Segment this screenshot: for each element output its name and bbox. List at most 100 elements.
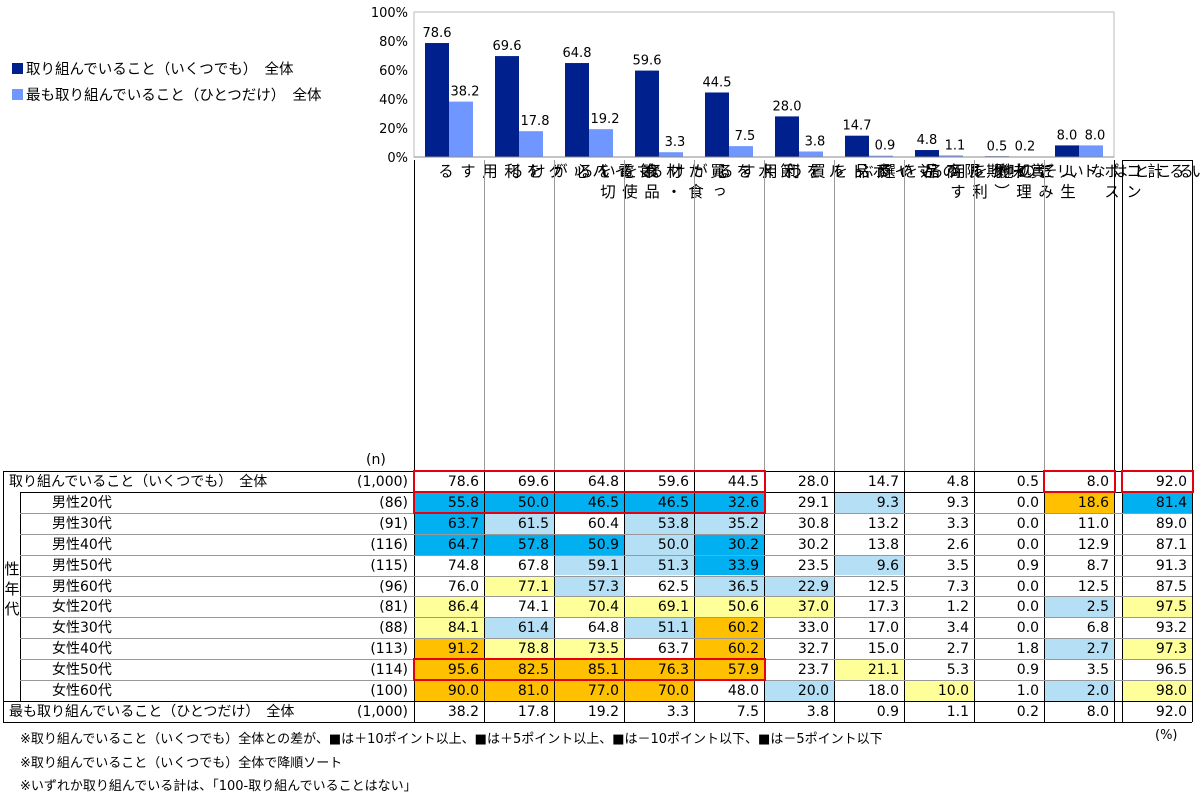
bar-value-label: 8.0 <box>1085 128 1106 143</box>
table-cell: 78.8 <box>485 639 554 660</box>
table-cell: 50.9 <box>555 534 624 555</box>
bar-value-label: 0.5 <box>987 139 1008 154</box>
highlight-box <box>1121 470 1194 493</box>
table-cell: 11.0 <box>1077 515 1109 532</box>
legend-swatch-most <box>12 88 23 100</box>
table-cell: 3.3 <box>666 703 689 720</box>
highlight-box <box>1043 470 1116 493</box>
table-cell: 57.3 <box>555 576 624 597</box>
table-cell: 62.5 <box>657 578 689 595</box>
header-divider <box>834 160 835 471</box>
row-border <box>414 533 1192 535</box>
row-border <box>414 512 1192 514</box>
table-cell: 23.7 <box>797 662 829 679</box>
bar-value-label: 69.6 <box>493 39 522 54</box>
table-cell: 30.2 <box>797 536 829 553</box>
table-cell: 29.1 <box>797 494 829 511</box>
row-label: 女性50代 <box>52 662 112 679</box>
bar-most <box>519 131 543 157</box>
table-cell: 53.8 <box>625 513 694 534</box>
row-label: 男性30代 <box>52 515 112 532</box>
table-cell: 6.8 <box>1086 620 1109 637</box>
bar-all <box>565 63 589 157</box>
table-cell: 9.3 <box>835 492 904 513</box>
row-border <box>20 533 414 535</box>
n-header: (n) <box>366 452 386 468</box>
table-cell: 0.9 <box>876 703 899 720</box>
table-cell: 12.5 <box>1077 578 1109 595</box>
column-header: マイバッグを利用する <box>436 163 652 184</box>
row-label: 男性20代 <box>52 494 112 511</box>
table-cell: 1.2 <box>946 599 969 616</box>
row-border <box>20 554 414 556</box>
bar-all <box>915 150 939 157</box>
bar-most <box>1079 145 1103 157</box>
table-cell: 7.5 <box>736 703 759 720</box>
table-cell: 3.8 <box>806 703 829 720</box>
table-cell: 50.6 <box>695 597 764 618</box>
table-cell: 90.0 <box>415 681 484 701</box>
bar-value-label: 28.0 <box>773 99 802 114</box>
row-n: (116) <box>370 536 408 553</box>
table-cell: 33.0 <box>797 620 829 637</box>
bar-value-label: 17.8 <box>521 114 550 129</box>
table-cell: 59.1 <box>555 555 624 576</box>
row-n: (113) <box>370 641 408 658</box>
row-label: 女性20代 <box>52 599 112 616</box>
row-label: 取り組んでいること（いくつでも） 全体 <box>9 474 268 490</box>
table-cell: 70.0 <box>625 681 694 701</box>
table-cell: 51.3 <box>625 555 694 576</box>
table-cell: 1.0 <box>1016 683 1039 699</box>
table-cell: 14.7 <box>867 474 899 490</box>
table-cell: 0.5 <box>1016 474 1039 490</box>
table-bottom-border <box>3 721 1192 723</box>
table-cell: 69.1 <box>625 597 694 618</box>
row-n: (1,000) <box>356 703 408 720</box>
table-cell: 0.0 <box>1016 599 1039 616</box>
bar-value-label: 4.8 <box>917 133 938 148</box>
table-cell: 86.4 <box>415 597 484 618</box>
bar-all <box>495 56 519 157</box>
row-border <box>20 512 414 514</box>
column-header: 節電を心がける <box>506 163 656 184</box>
column-header: 賞味期限の近い商品を買う <box>786 163 1046 184</box>
row-n: (1,000) <box>356 474 408 490</box>
table-cell: 3.5 <box>946 557 969 574</box>
footnote-3: ※いずれか取り組んでいる計は、「100-取り組んでいることはない」 <box>20 779 417 794</box>
table-cell: 63.7 <box>415 513 484 534</box>
bar-value-label: 7.5 <box>735 129 756 144</box>
table-cell: 38.2 <box>447 703 479 720</box>
total-cell: 91.3 <box>1155 557 1187 574</box>
table-cell: 55.8 <box>415 492 484 513</box>
table-cell: 36.5 <box>695 576 764 597</box>
bar-value-label: 38.2 <box>451 85 480 100</box>
table-cell: 48.0 <box>727 683 759 699</box>
row-border <box>414 596 1192 598</box>
table-cell: 84.1 <box>415 618 484 639</box>
table-cell: 60.2 <box>695 618 764 639</box>
table-cell: 0.0 <box>1016 620 1039 637</box>
total-cell: 97.5 <box>1123 597 1192 618</box>
header-divider <box>554 160 555 471</box>
table-cell: 2.0 <box>1045 681 1114 701</box>
table-cell: 74.8 <box>447 557 479 574</box>
table-cell: 64.8 <box>587 474 619 490</box>
bar-value-label: 44.5 <box>703 75 732 90</box>
table-cell: 35.2 <box>695 513 764 534</box>
table-cell: 1.8 <box>1016 641 1039 658</box>
bar-most <box>939 155 963 157</box>
table-cell: 17.8 <box>517 703 549 720</box>
table-cell: 2.6 <box>946 536 969 553</box>
bar-value-label: 8.0 <box>1057 128 1078 143</box>
footnote-1: ※取り組んでいること（いくつでも）全体との差が、■は＋10ポイント以上、■は＋5… <box>20 732 883 747</box>
highlight-box <box>413 658 766 681</box>
table-cell: 50.0 <box>485 492 554 513</box>
row-border <box>20 617 414 619</box>
table-cell: 51.1 <box>625 618 694 639</box>
bar-all <box>635 70 659 157</box>
legend-label-all: 取り組んでいること（いくつでも） 全体 <box>26 61 294 78</box>
row-n: (100) <box>370 683 408 699</box>
table-cell: 9.6 <box>835 555 904 576</box>
footnote-2: ※取り組んでいること（いくつでも）全体で降順ソート <box>20 755 343 771</box>
y-tick-label: 0% <box>387 151 408 166</box>
